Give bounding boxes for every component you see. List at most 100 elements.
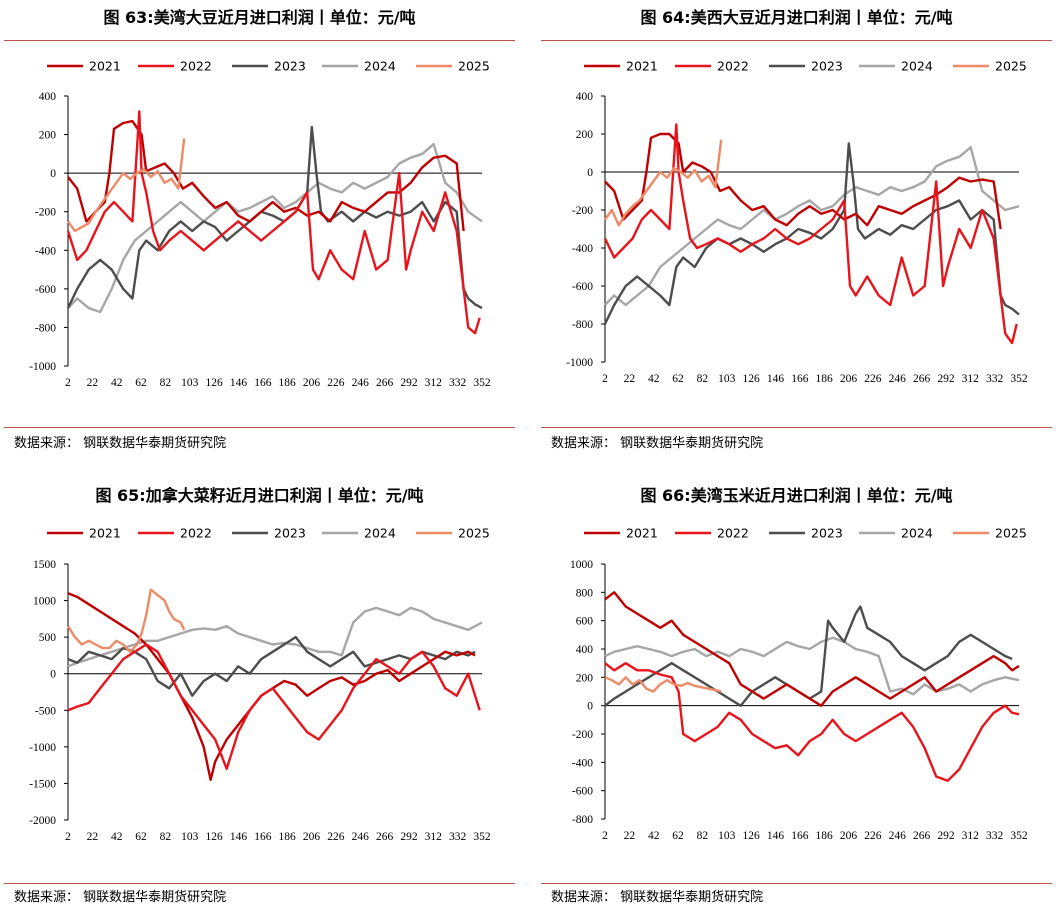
series-line-2025 — [66, 588, 186, 654]
x-tick-label: 166 — [254, 377, 272, 389]
y-tick-label: -1000 — [566, 357, 593, 369]
x-tick-label: 206 — [840, 830, 858, 842]
x-tick-label: 42 — [111, 831, 123, 843]
chart-66-plot: 2021 2022 2023 2024 2025 1000 800 600 400 200 0 -20… — [570, 526, 1028, 843]
y-tick-label: 400 — [576, 91, 594, 103]
series-line-2022 — [66, 110, 481, 335]
y-tick-label: -400 — [572, 243, 593, 255]
y-tick-label: -400 — [35, 245, 56, 257]
y-tick-label: -1000 — [29, 742, 56, 754]
legend-item-2023: 2023 — [769, 59, 843, 74]
y-tick-label: 0 — [587, 701, 593, 713]
legend-label: 2025 — [995, 59, 1027, 74]
x-tick-label: 146 — [230, 831, 248, 843]
legend-item-2023: 2023 — [232, 59, 306, 74]
x-tick-label: 2 — [65, 377, 71, 389]
legend-item-2022: 2022 — [138, 526, 212, 541]
y-tick-label: 200 — [39, 130, 57, 142]
source-note: 数据来源： 钢联数据华泰期货研究院 — [14, 890, 227, 905]
x-tick-label: 103 — [718, 373, 736, 385]
legend-label: 2024 — [364, 526, 396, 541]
y-tick-label: 400 — [39, 91, 57, 103]
x-tick-label: 312 — [962, 373, 980, 385]
series-line-2024 — [604, 636, 1020, 696]
series-line-2025 — [604, 139, 723, 227]
source-note: 数据来源： 钢联数据华泰期货研究院 — [14, 436, 227, 451]
x-tick-label: 292 — [400, 377, 418, 389]
y-tick-label: -200 — [35, 207, 56, 219]
legend-label: 2024 — [364, 59, 396, 74]
legend-item-2024: 2024 — [322, 59, 396, 74]
y-tick-label: -800 — [572, 319, 593, 331]
x-tick-label: 103 — [181, 831, 199, 843]
legend-label: 2022 — [180, 59, 212, 74]
legend-item-2021: 2021 — [47, 526, 121, 541]
legend-label: 2022 — [180, 526, 212, 541]
x-tick-label: 266 — [913, 830, 931, 842]
y-tick-label: 0 — [50, 168, 56, 180]
x-tick-label: 186 — [279, 831, 297, 843]
x-tick-label: 206 — [303, 831, 321, 843]
legend-label: 2021 — [626, 59, 658, 74]
legend-item-2022: 2022 — [138, 59, 212, 74]
x-tick-label: 332 — [449, 831, 467, 843]
legend-label: 2023 — [811, 526, 843, 541]
x-tick-label: 166 — [791, 373, 809, 385]
x-tick-label: 42 — [648, 373, 660, 385]
chart-panel-64: 图 64:美西大豆近月进口利润丨单位：元/吨 2021 2022 2023 2024 2… — [537, 0, 1056, 451]
x-tick-label: 2 — [65, 831, 71, 843]
series-line-2025 — [67, 138, 186, 233]
x-tick-label: 312 — [962, 830, 980, 842]
chart-title: 图 65:加拿大菜籽近月进口利润丨单位：元/吨 — [95, 486, 424, 505]
series-line-2022 — [67, 643, 481, 770]
x-tick-label: 186 — [816, 373, 834, 385]
legend-label: 2023 — [274, 526, 306, 541]
chart-title: 图 64:美西大豆近月进口利润丨单位：元/吨 — [640, 8, 953, 27]
y-tick-label: -1000 — [29, 361, 56, 373]
footer-rule — [4, 883, 515, 884]
y-tick-label: 200 — [576, 129, 594, 141]
series-line-2022 — [604, 661, 1020, 782]
legend-label: 2024 — [901, 59, 933, 74]
x-tick-label: 292 — [937, 373, 955, 385]
y-tick-label: -600 — [35, 284, 56, 296]
x-tick-label: 352 — [1010, 830, 1028, 842]
x-tick-label: 352 — [473, 831, 491, 843]
legend-label: 2021 — [89, 59, 121, 74]
y-tick-label: 800 — [576, 587, 594, 599]
y-tick-label: 0 — [50, 669, 56, 681]
y-tick-label: 500 — [39, 632, 57, 644]
legend-item-2023: 2023 — [232, 526, 306, 541]
x-tick-label: 352 — [473, 377, 491, 389]
x-tick-label: 226 — [327, 831, 345, 843]
x-tick-label: 266 — [913, 373, 931, 385]
legend-item-2022: 2022 — [675, 59, 749, 74]
chart-title: 图 63:美湾大豆近月进口利润丨单位：元/吨 — [103, 8, 416, 27]
x-tick-label: 266 — [376, 831, 394, 843]
y-tick-label: -600 — [572, 786, 593, 798]
x-tick-label: 246 — [889, 373, 907, 385]
y-tick-label: 0 — [587, 167, 593, 179]
x-tick-label: 126 — [205, 377, 223, 389]
x-tick-label: 206 — [303, 377, 321, 389]
series-line-2021 — [604, 132, 1002, 230]
y-tick-label: -800 — [572, 814, 593, 826]
x-tick-label: 146 — [230, 377, 248, 389]
y-tick-label: 1000 — [570, 559, 593, 571]
x-tick-label: 266 — [376, 377, 394, 389]
x-tick-label: 62 — [135, 377, 147, 389]
x-tick-label: 62 — [672, 373, 684, 385]
legend-item-2022: 2022 — [675, 526, 749, 541]
legend-item-2025: 2025 — [953, 526, 1027, 541]
chart-panel-63: 图 63:美湾大豆近月进口利润丨单位：元/吨 2021 2022 2023 2024 2… — [0, 0, 519, 451]
legend-label: 2024 — [901, 526, 933, 541]
legend-label: 2022 — [717, 59, 749, 74]
x-tick-label: 2 — [602, 830, 608, 842]
x-tick-label: 206 — [840, 373, 858, 385]
x-tick-label: 146 — [767, 830, 785, 842]
series-line-2024 — [67, 142, 483, 314]
legend-item-2025: 2025 — [416, 59, 490, 74]
y-tick-label: -1500 — [29, 778, 56, 790]
chart-panel-66: 图 66:美湾玉米近月进口利润丨单位：元/吨 2021 2022 2023 2024 2… — [537, 462, 1056, 912]
x-tick-label: 22 — [624, 830, 636, 842]
